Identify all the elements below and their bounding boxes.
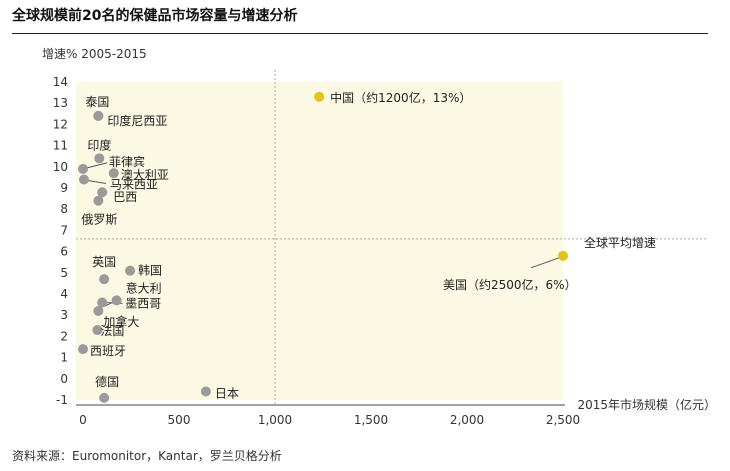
y-tick-label: 5	[60, 266, 68, 280]
y-axis-label: 增速% 2005-2015	[42, 47, 147, 61]
y-tick-label: 0	[60, 372, 68, 386]
data-point	[94, 153, 105, 164]
x-tick-label: 0	[79, 413, 87, 427]
data-point	[99, 274, 110, 285]
x-tick-label: 1,500	[354, 413, 388, 427]
leader-line	[530, 257, 560, 269]
point-label: 印度	[87, 137, 111, 152]
point-label: 菲律宾	[109, 154, 145, 169]
y-tick-label: 13	[53, 96, 68, 110]
x-axis-label: 2015年市场规模（亿元）	[577, 397, 716, 412]
data-point	[314, 91, 325, 102]
point-label: 德国	[95, 374, 119, 389]
point-label: 西班牙	[90, 344, 126, 358]
data-point	[108, 168, 119, 179]
title-divider	[12, 33, 708, 34]
point-label: 英国	[92, 255, 116, 269]
point-label: 巴西	[113, 190, 137, 204]
data-point	[78, 174, 89, 185]
data-point	[558, 250, 568, 261]
data-point	[93, 195, 104, 206]
data-point	[93, 305, 104, 316]
data-point	[97, 187, 108, 198]
y-tick-label: 10	[53, 160, 68, 174]
point-label: 意大利	[126, 280, 162, 295]
y-tick-label: 4	[60, 287, 68, 301]
point-label: 加拿大	[103, 314, 139, 329]
y-tick-label: 14	[53, 75, 68, 89]
data-point	[78, 163, 88, 174]
y-tick-label: -1	[56, 393, 68, 407]
data-point	[92, 325, 103, 336]
y-tick-label: 7	[60, 223, 68, 237]
x-tick-label: 2,000	[450, 413, 484, 427]
quadrant-background	[76, 82, 563, 400]
data-point	[200, 386, 211, 397]
point-label: 俄罗斯	[81, 213, 117, 227]
point-label: 韩国	[138, 263, 162, 278]
y-tick-label: 12	[53, 117, 68, 131]
y-tick-label: 2	[60, 329, 68, 343]
y-tick-label: 8	[60, 202, 68, 216]
point-label: 墨西哥	[125, 296, 161, 310]
point-label: 美国（约2500亿，6%）	[443, 277, 577, 292]
data-point	[111, 295, 122, 306]
point-label: 马来西亚	[110, 178, 158, 192]
data-point	[97, 297, 108, 308]
data-point	[78, 344, 88, 355]
y-tick-label: 11	[53, 139, 68, 153]
y-tick-label: 9	[60, 181, 68, 195]
y-tick-label: 1	[60, 351, 68, 365]
y-tick-label: 3	[60, 308, 68, 322]
point-label: 中国（约1200亿，13%）	[330, 90, 471, 105]
point-label: 澳大利亚	[121, 168, 169, 182]
chart-title: 全球规模前20名的保健品市场容量与增速分析	[12, 8, 298, 24]
average-growth-label: 全球平均增速	[584, 235, 656, 250]
point-label: 法国	[100, 324, 124, 338]
x-tick-label: 2,500	[546, 413, 580, 427]
point-label: 印度尼西亚	[107, 113, 167, 128]
x-tick-label: 1,000	[258, 413, 292, 427]
x-tick-label: 500	[168, 413, 191, 427]
data-point	[125, 265, 136, 276]
leader-line	[87, 180, 107, 185]
leader-line	[86, 162, 108, 169]
point-label: 日本	[215, 387, 239, 401]
point-label: 泰国	[85, 95, 109, 109]
y-tick-label: 6	[60, 245, 68, 259]
source-note: 资料来源：Euromonitor，Kantar，罗兰贝格分析	[12, 449, 282, 463]
data-point	[99, 392, 110, 403]
data-point	[93, 110, 104, 121]
